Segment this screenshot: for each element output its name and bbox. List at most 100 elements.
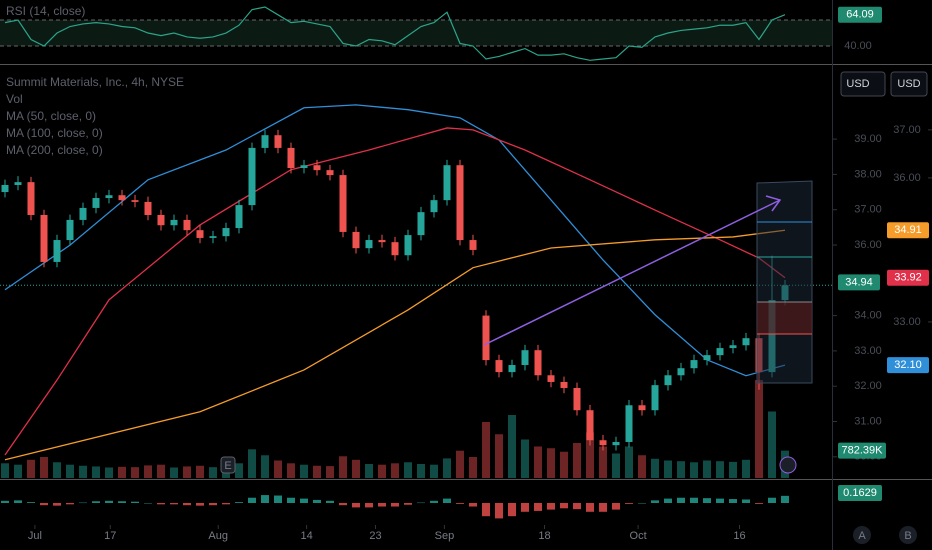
candle-body <box>40 214 48 262</box>
volume-bar <box>391 463 399 478</box>
candle-body <box>586 410 594 441</box>
candle-body <box>209 236 217 238</box>
x-tick-label: 16 <box>733 530 745 542</box>
volume-bar <box>534 446 542 478</box>
rsi-title: RSI (14, close) <box>6 4 85 18</box>
x-tick-label: Oct <box>630 530 647 542</box>
volume-bar <box>40 457 48 478</box>
macd-bar <box>287 497 295 503</box>
candle-body <box>1 184 9 193</box>
volume-bar <box>248 449 256 478</box>
volume-bar <box>274 460 282 478</box>
price-tag-label: 33.92 <box>894 272 922 284</box>
macd-bar <box>430 500 438 503</box>
candle-body <box>430 200 438 213</box>
volume-bar <box>729 461 737 478</box>
earnings-icon-letter: E <box>224 460 231 472</box>
macd-bar <box>534 503 542 511</box>
macd-bar <box>716 498 724 503</box>
volume-bar <box>599 446 607 478</box>
volume-bar <box>196 465 204 478</box>
volume-bar <box>287 463 295 478</box>
y-tick-label: 39.00 <box>854 133 882 145</box>
candle-body <box>677 368 685 376</box>
macd-bar <box>612 503 620 510</box>
price-tag <box>838 274 880 291</box>
volume-tag <box>838 442 886 459</box>
macd-bar <box>183 503 191 506</box>
x-tick-label: Aug <box>208 530 228 542</box>
macd-bar <box>339 503 347 506</box>
candle-body <box>690 360 698 369</box>
fib-box <box>756 180 813 384</box>
volume-bar <box>612 453 620 478</box>
moving-average <box>4 229 786 461</box>
volume-bar <box>326 466 334 478</box>
corner-button-label: A <box>858 530 866 542</box>
y-tick-label: 32.00 <box>854 380 882 392</box>
volume-bar <box>183 466 191 478</box>
volume-bar <box>742 459 750 478</box>
candle-body <box>300 165 308 169</box>
macd-bar <box>118 501 126 503</box>
macd-bar <box>690 497 698 503</box>
macd-bar <box>170 503 178 505</box>
volume-bar <box>261 455 269 478</box>
volume-bar <box>66 464 74 478</box>
macd-bar <box>313 499 321 503</box>
arrow-head <box>765 195 782 212</box>
candle-body <box>235 205 243 229</box>
macd-tag <box>838 485 882 501</box>
macd-bar <box>235 502 243 503</box>
candle-body <box>391 242 399 256</box>
volume-bar <box>27 459 35 478</box>
corner-button-label: B <box>904 530 911 542</box>
macd-bar <box>768 497 776 503</box>
macd-bar <box>144 503 152 504</box>
x-tick-label: 17 <box>104 530 116 542</box>
moving-average <box>4 104 786 377</box>
earnings-icon[interactable] <box>220 456 236 474</box>
candle-body <box>547 375 555 382</box>
candle-body <box>482 315 490 361</box>
macd-tag-label: 0.1629 <box>843 487 877 499</box>
macd-bar <box>365 503 373 508</box>
macd-bar <box>755 503 763 504</box>
y-tick-label: 38.00 <box>854 168 882 180</box>
event-icon[interactable] <box>779 456 797 474</box>
volume-bar <box>144 465 152 478</box>
macd-bar <box>248 497 256 503</box>
volume-bar <box>690 462 698 478</box>
volume-bar <box>430 464 438 478</box>
macd-bar <box>1 500 9 503</box>
candle-body <box>170 219 178 226</box>
volume-bar <box>560 451 568 478</box>
corner-button[interactable] <box>899 526 917 544</box>
volume-bar <box>313 465 321 478</box>
macd-bar <box>443 498 451 503</box>
rsi-tag <box>838 6 882 23</box>
corner-button[interactable] <box>853 526 871 544</box>
currency-button[interactable] <box>890 71 928 97</box>
macd-bar <box>742 499 750 503</box>
currency-button[interactable] <box>840 71 886 97</box>
macd-bar <box>599 503 607 512</box>
price-tag <box>887 269 929 286</box>
volume-bar <box>417 464 425 478</box>
macd-bar <box>651 500 659 503</box>
candle-body <box>560 381 568 388</box>
macd-bar <box>40 503 48 506</box>
macd-bar <box>586 503 594 512</box>
volume-bar <box>352 459 360 478</box>
price-tag <box>887 222 929 239</box>
indicator-label: Vol <box>6 92 23 106</box>
candle-body <box>105 195 113 199</box>
volume-bar <box>651 458 659 478</box>
macd-bar <box>508 503 516 517</box>
macd-bar <box>131 501 139 503</box>
macd-bar <box>209 503 217 506</box>
volume-tag-label: 782.39K <box>842 445 884 457</box>
candle-body <box>404 235 412 256</box>
candle-body <box>352 231 360 249</box>
x-tick-label: 18 <box>538 530 550 542</box>
